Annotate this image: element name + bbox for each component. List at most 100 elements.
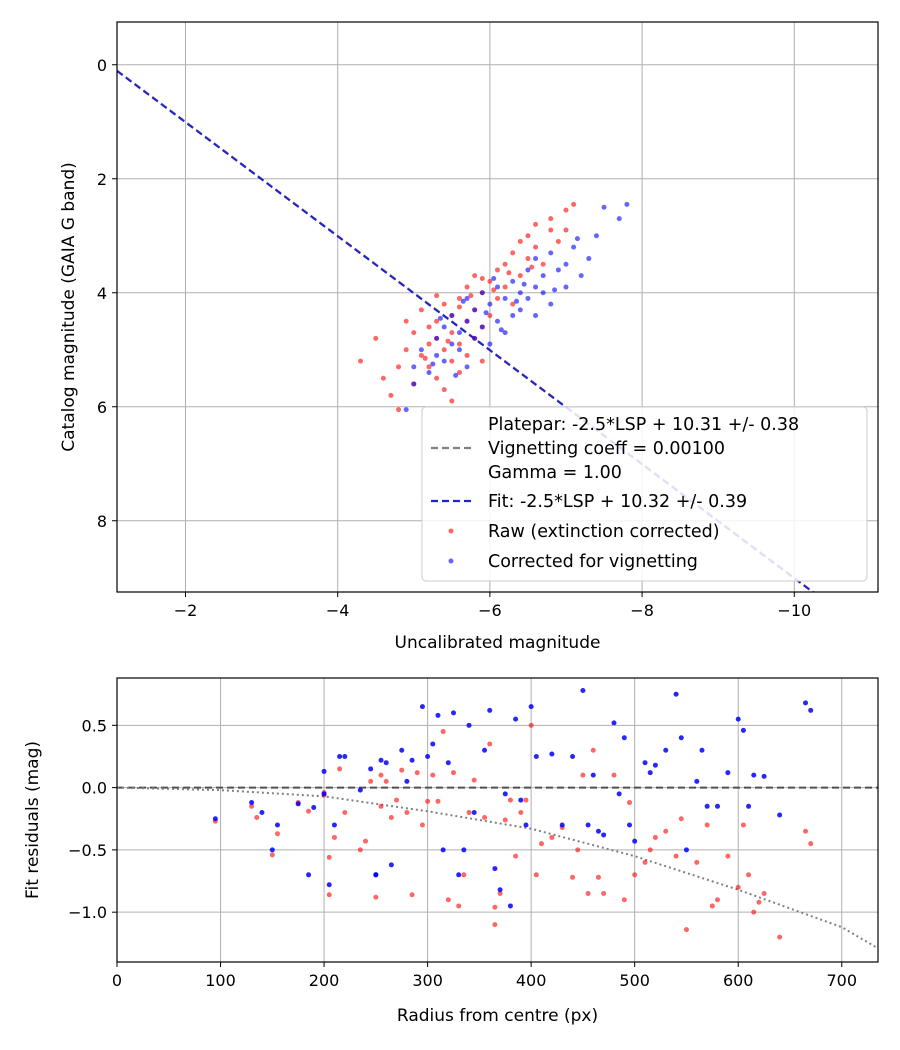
top-point-raw [548,227,554,233]
top-point-corrected [437,315,443,321]
top-y-tick-label: 6 [97,398,107,417]
bottom-point-raw [673,853,679,859]
bottom-point-raw [466,810,472,816]
bottom-point-raw [621,897,627,903]
top-point-raw [533,244,539,250]
top-point-corrected [510,313,516,319]
bottom-point-corrected [321,768,327,774]
top-point-raw [434,293,440,299]
bottom-point-corrected [357,787,363,793]
top-point-raw [449,358,455,364]
top-point-corrected [525,295,531,301]
top-point-raw [396,364,402,370]
bottom-point-raw [533,872,539,878]
bottom-point-corrected [502,791,508,797]
top-point-raw [479,276,485,281]
top-point-raw [456,341,462,347]
top-point-corrected [495,284,500,290]
bottom-point-corrected [663,747,669,753]
top-point-corrected [555,267,561,273]
bottom-point-corrected [616,791,622,797]
top-point-corrected [430,361,436,367]
top-point-raw [426,364,432,370]
bottom-point-corrected [601,832,607,838]
bottom-point-corrected [466,722,472,728]
top-point-raw [422,355,428,361]
bottom-point-corrected [746,803,752,809]
bottom-point-raw [663,828,669,834]
top-point-raw [563,227,569,233]
legend-platepar-line: Platepar: -2.5*LSP + 10.31 +/- 0.38 [488,415,799,435]
top-point-raw [449,330,455,336]
bottom-point-raw [756,899,762,905]
bottom-point-raw [430,772,436,778]
bottom-point-corrected [388,862,394,868]
bottom-point-corrected [652,762,658,768]
top-point-raw [555,238,561,244]
bottom-point-corrected [456,872,462,878]
bottom-x-tick-label: 200 [309,971,340,990]
top-point-corrected [578,273,584,279]
bottom-y-tick-label: 0.0 [82,779,107,798]
legend-box [421,406,868,582]
bottom-point-corrected [461,847,467,853]
top-x-tick-label: −8 [630,601,654,620]
top-point-corrected [460,298,466,304]
bottom-point-corrected [735,716,741,722]
bottom-point-raw [414,770,420,776]
top-point-corrected [434,335,440,341]
bottom-point-raw [342,810,348,816]
bottom-point-raw [652,834,658,840]
bottom-point-raw [362,838,368,844]
top-y-tick-label: 4 [97,284,107,303]
top-x-tick-label: −6 [478,601,502,620]
top-point-corrected [601,204,607,210]
bottom-point-raw [497,890,503,896]
top-point-corrected [495,318,500,324]
bottom-point-corrected [621,735,627,741]
top-point-raw [464,352,470,358]
bottom-point-raw [388,815,394,821]
top-point-corrected [510,278,516,284]
top-point-corrected [426,370,432,376]
top-point-corrected [479,290,485,296]
bottom-point-corrected [373,872,379,878]
top-point-raw [479,358,485,364]
bottom-point-raw [694,859,700,865]
bottom-point-raw [580,772,586,778]
bottom-point-raw [683,927,689,933]
top-point-raw [456,304,462,310]
bottom-point-corrected [269,847,275,853]
top-point-raw [403,318,409,324]
top-point-corrected [456,347,462,353]
bottom-point-raw [306,808,312,814]
top-point-corrected [411,381,417,387]
bottom-point-raw [269,852,275,858]
bottom-point-corrected [595,828,601,834]
bottom-point-raw [539,841,544,847]
top-point-corrected [593,233,599,239]
top-point-corrected [441,358,447,364]
top-point-corrected [449,313,455,319]
top-point-raw [418,307,424,313]
bottom-point-raw [735,884,741,890]
bottom-point-corrected [311,805,317,811]
top-point-raw [441,387,447,393]
top-point-corrected [517,307,523,313]
bottom-point-raw [513,853,519,859]
bottom-point-corrected [399,747,405,753]
top-point-corrected [498,327,504,333]
bottom-point-raw [611,772,617,778]
bottom-point-raw [445,897,451,903]
top-point-raw [441,347,447,353]
bottom-point-raw [326,854,332,860]
bottom-point-raw [528,722,534,728]
bottom-point-corrected [487,707,493,713]
bottom-point-raw [249,803,255,809]
bottom-point-raw [456,903,462,909]
bottom-point-raw [751,909,757,915]
top-point-raw [495,295,500,301]
top-x-tick-label: −2 [174,601,198,620]
bottom-point-raw [378,772,384,778]
top-point-corrected [487,341,493,347]
